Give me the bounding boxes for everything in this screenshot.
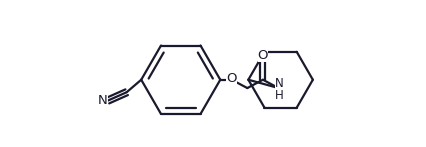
- Text: N
H: N H: [275, 77, 283, 102]
- Text: N: N: [98, 94, 108, 107]
- Text: O: O: [227, 72, 237, 85]
- Text: O: O: [258, 49, 268, 62]
